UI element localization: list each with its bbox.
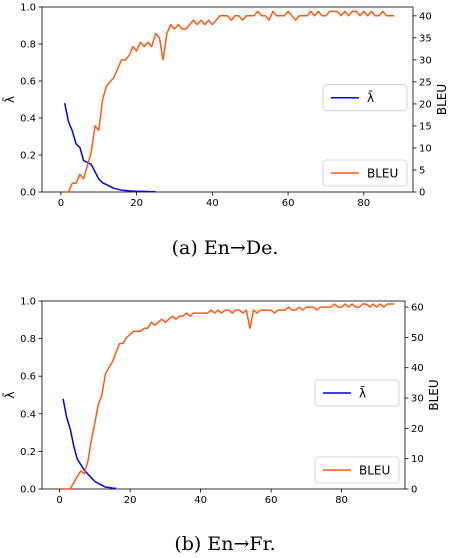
y-left-tick-label: 0.0 [20, 485, 36, 496]
figure-caption: (a) En→De. [172, 237, 279, 259]
y-right-tick-label: 25 [419, 77, 432, 88]
x-tick-label: 20 [124, 495, 137, 506]
chart-panel-b: 0 20 40 60 80 0.0 0.2 0.4 0.6 0.8 1.0 0 10 20 30 40 50 60… [3, 297, 441, 556]
y-right-tick-label: 10 [419, 143, 432, 154]
x-tick-label: 80 [357, 198, 370, 209]
y-right-tick-label: 50 [411, 333, 424, 344]
y-left-tick-label: 0.4 [20, 114, 36, 125]
legend-lambda: λ̄ [314, 379, 400, 407]
series-line-bleu [64, 10, 395, 193]
y-right-tick-label: 20 [419, 99, 432, 110]
y-left-tick-label: 1.0 [20, 3, 36, 14]
legend-lambda: λ̄ [322, 84, 408, 112]
y-right-tick-label: 30 [411, 394, 424, 405]
y-left-axis-label: λ̄ [3, 391, 17, 398]
y-right-tick-label: 15 [419, 121, 432, 132]
legend-bleu: BLEU [322, 159, 408, 187]
legend-box [322, 159, 408, 187]
y-right-tick-label: 0 [419, 188, 425, 199]
y-left-tick-label: 0.8 [20, 334, 36, 345]
y-right-tick-label: 40 [419, 11, 432, 22]
y-right-tick-label: 5 [419, 165, 425, 176]
legend-box [322, 84, 408, 112]
y-left-tick-label: 0.4 [20, 409, 36, 420]
y-left-tick-label: 0.6 [20, 77, 36, 88]
y-left-tick-label: 0.2 [20, 447, 36, 458]
y-left-tick-label: 0.2 [20, 151, 36, 162]
x-tick-label: 0 [56, 495, 62, 506]
plot-frame [41, 6, 414, 193]
x-tick-label: 60 [265, 495, 278, 506]
y-left-tick-label: 0.6 [20, 372, 36, 383]
series-line-lambda [63, 103, 156, 193]
legend-box [314, 456, 400, 484]
series-line-lambda [62, 398, 117, 490]
y-left-tick-label: 0.8 [20, 40, 36, 51]
x-tick-label: 0 [58, 198, 64, 209]
y-left-tick-label: 0.0 [20, 188, 36, 199]
legend-label: BLEU [359, 464, 390, 478]
y-right-tick-label: 60 [411, 303, 424, 314]
y-right-tick-label: 40 [411, 363, 424, 374]
y-left-tick-label: 1.0 [20, 297, 36, 308]
y-right-tick-label: 20 [411, 424, 424, 435]
figure-caption: (b) En→Fr. [174, 533, 275, 555]
y-right-tick-label: 10 [411, 454, 424, 465]
y-right-tick-label: 0 [411, 485, 417, 496]
plot-frame [41, 300, 406, 490]
legend-label: BLEU [367, 167, 398, 181]
x-tick-label: 60 [282, 198, 295, 209]
chart-panel-a: 0 20 40 60 80 0.0 0.2 0.4 0.6 0.8 1.0 0 5 10 15 20 25 30 3… [3, 3, 449, 260]
y-right-axis-label: BLEU [427, 379, 441, 410]
x-tick-label: 20 [130, 198, 143, 209]
legend-bleu: BLEU [314, 456, 400, 484]
legend-box [314, 379, 400, 407]
y-left-axis-label: λ̄ [3, 96, 17, 103]
y-right-axis-label: BLEU [435, 84, 449, 115]
y-right-tick-label: 30 [419, 55, 432, 66]
legend-label: λ̄ [367, 91, 374, 105]
y-right-tick-label: 35 [419, 33, 432, 44]
x-tick-label: 40 [206, 198, 219, 209]
legend-label: λ̄ [359, 386, 366, 400]
x-tick-label: 80 [335, 495, 348, 506]
series-line-bleu [63, 303, 395, 490]
x-tick-label: 40 [194, 495, 207, 506]
